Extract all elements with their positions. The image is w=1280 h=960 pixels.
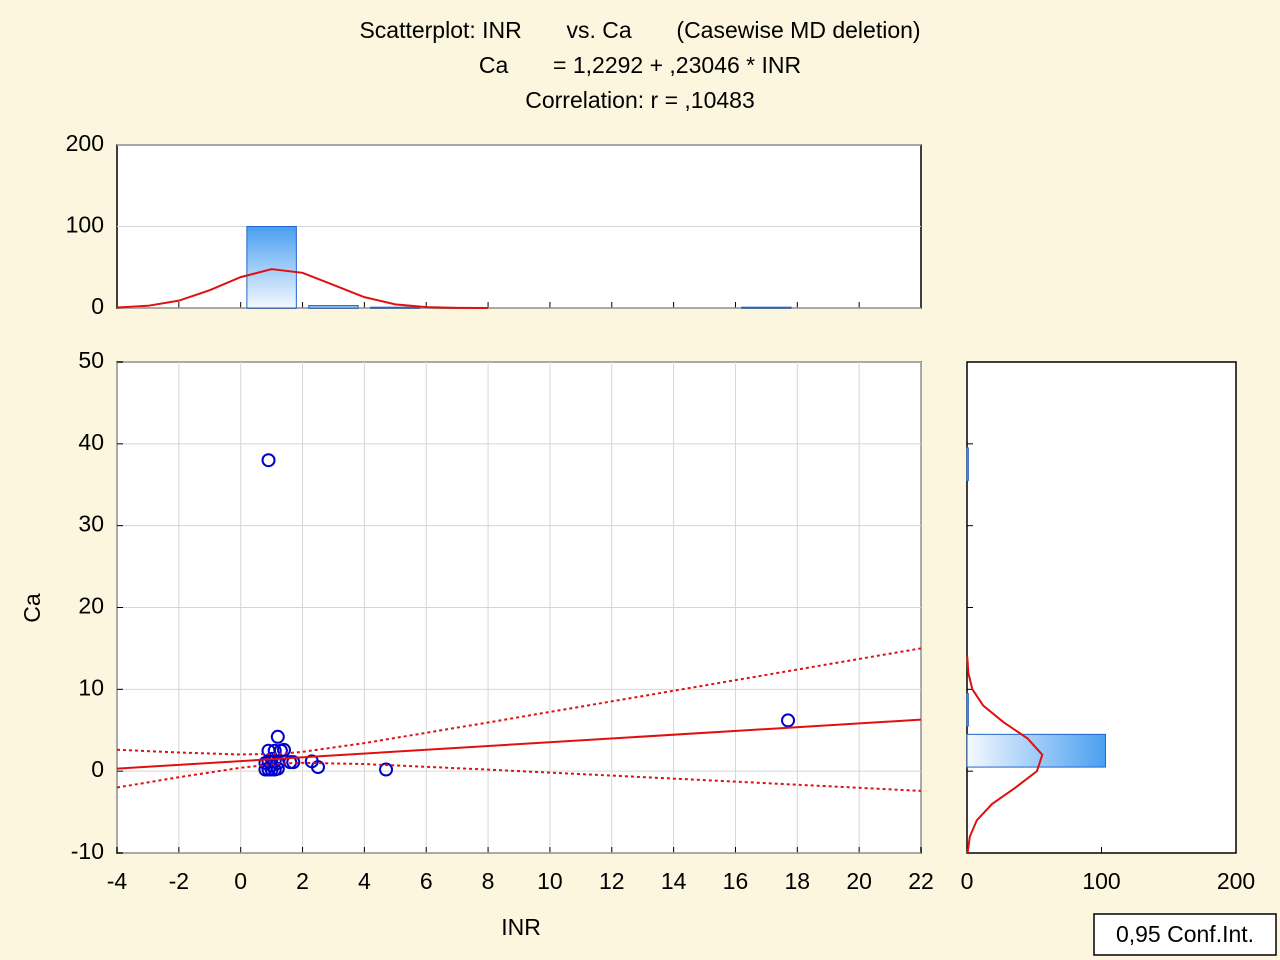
x-tick-label: -2 — [169, 868, 189, 894]
point — [267, 754, 282, 769]
x-tick-label: 0 — [961, 868, 974, 894]
y-tick-label: 200 — [66, 130, 104, 156]
x-tick-label: 20 — [846, 868, 872, 894]
confidence-band — [116, 647, 922, 756]
point — [270, 729, 285, 744]
chart-subtitle: Ca = 1,2292 + ,23046 * INR — [479, 52, 801, 78]
histogram-bar — [246, 226, 297, 309]
x-tick-label: -4 — [107, 868, 128, 894]
x-tick-label: 22 — [908, 868, 934, 894]
histogram-bar — [308, 305, 359, 309]
y-axis-label: Ca — [19, 593, 45, 623]
x-tick-label: 10 — [537, 868, 563, 894]
y-tick-label: 50 — [78, 347, 104, 373]
x-tick-label: 100 — [1082, 868, 1120, 894]
y-tick-label: 10 — [78, 674, 104, 700]
chart-title: Scatterplot: INR vs. Ca (Casewise MD del… — [359, 17, 920, 43]
confidence-band — [116, 761, 922, 792]
normal-curve — [116, 268, 489, 309]
point — [304, 754, 319, 769]
histogram-bar — [966, 447, 969, 482]
y-tick-label: 0 — [91, 756, 104, 782]
layer: -4 -2 0 2 4 6 8 10 12 14 16 18 20 22 -10 0 10 20 30 40 50 0 10… — [66, 130, 1256, 894]
legend-label: 0,95 Conf.Int. — [1116, 921, 1254, 947]
point — [379, 762, 394, 777]
y-tick-label: 100 — [66, 212, 104, 238]
right-panel — [966, 361, 1237, 854]
y-tick-label: 20 — [78, 593, 104, 619]
x-tick-label: 0 — [234, 868, 247, 894]
point — [261, 453, 276, 468]
histogram-bar — [966, 733, 1107, 768]
histogram-bar — [966, 692, 969, 727]
x-tick-label: 14 — [661, 868, 687, 894]
chart-annotation: Correlation: r = ,10483 — [525, 87, 755, 113]
normal-curve — [966, 656, 1044, 854]
x-tick-label: 8 — [482, 868, 495, 894]
x-tick-label: 6 — [420, 868, 433, 894]
x-tick-label: 4 — [358, 868, 371, 894]
histogram-bar — [741, 306, 792, 309]
y-tick-label: -10 — [71, 838, 104, 864]
x-tick-label: 2 — [296, 868, 309, 894]
y-tick-label: 0 — [91, 293, 104, 319]
point — [781, 713, 796, 728]
histogram-bar — [370, 306, 421, 309]
x-axis-label: INR — [501, 914, 541, 940]
y-tick-label: 40 — [78, 429, 104, 455]
x-tick-label: 18 — [785, 868, 811, 894]
regression-line — [116, 718, 922, 770]
x-tick-label: 200 — [1217, 868, 1255, 894]
legend-box — [1093, 913, 1277, 956]
x-tick-label: 12 — [599, 868, 625, 894]
x-tick-label: 16 — [723, 868, 749, 894]
y-tick-label: 30 — [78, 511, 104, 537]
